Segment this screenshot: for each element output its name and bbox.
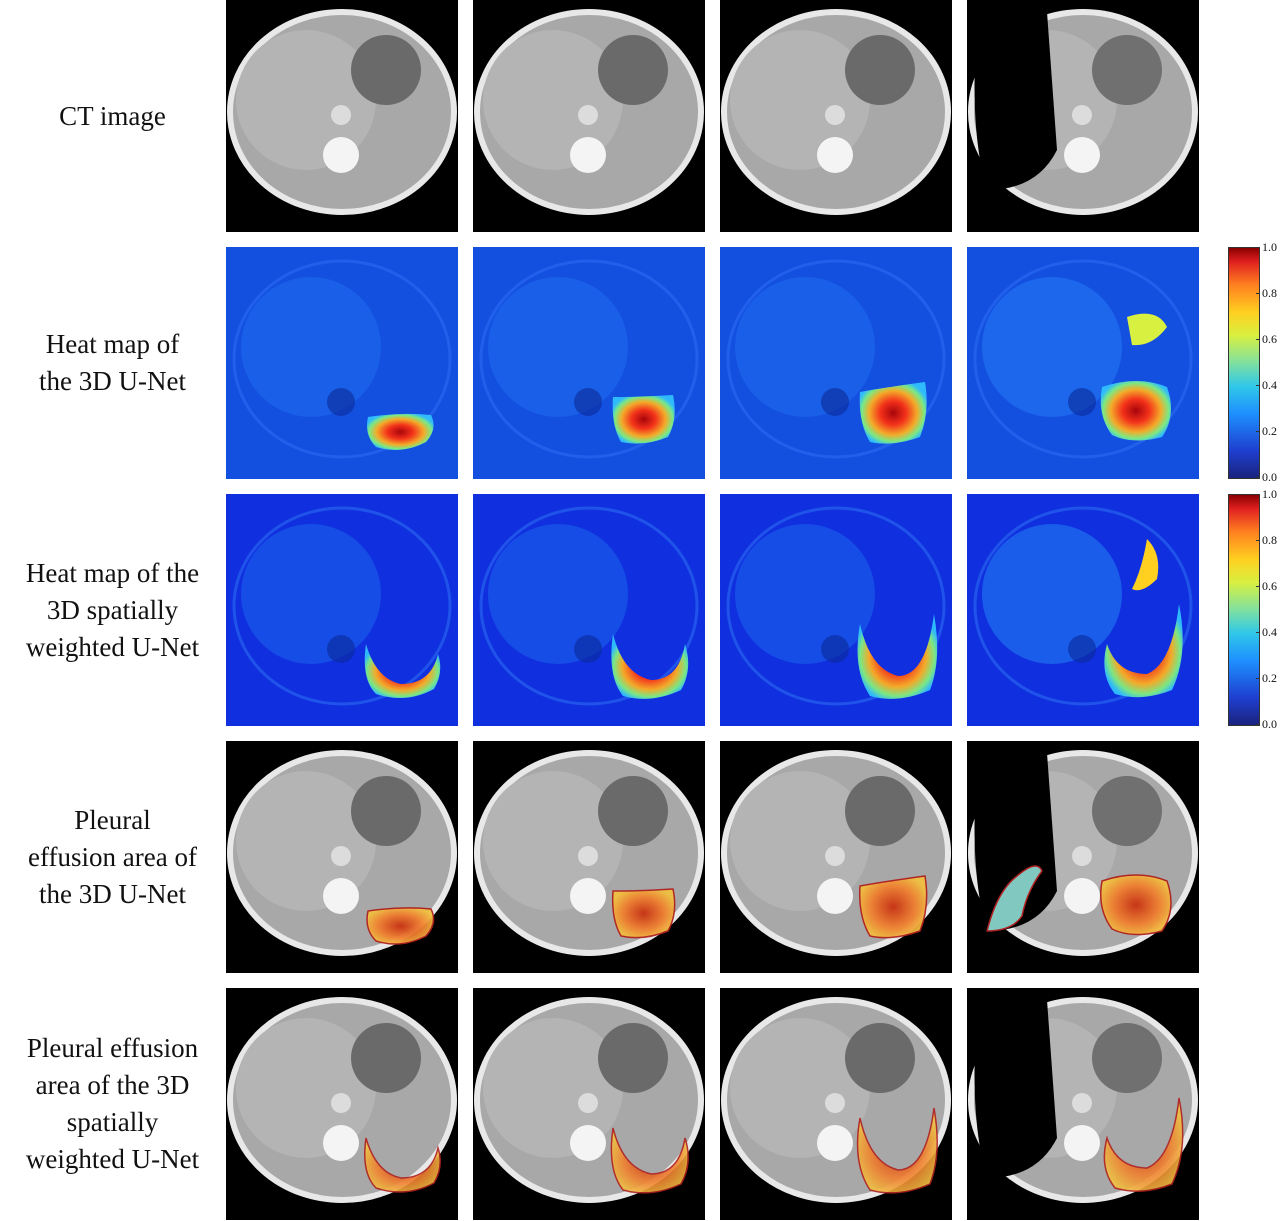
area-swunet-image-2: [473, 988, 705, 1220]
label-line: weighted U-Net: [25, 631, 200, 662]
label-line: effusion area of: [28, 841, 197, 872]
heat-swunet-image-1: [226, 494, 458, 726]
heat-swunet-image-3: [720, 494, 952, 726]
heat-swunet-image-2: [473, 494, 705, 726]
row-label-ct: CT image: [0, 0, 225, 232]
colorbar-tick: 1.0: [1256, 487, 1277, 501]
label-line: Pleural effusion: [26, 1033, 199, 1063]
area-unet-image-4: [967, 741, 1199, 973]
colorbar-tick: 0.8: [1256, 286, 1277, 300]
label-line: Heat map of the: [25, 557, 200, 588]
area-swunet-image-3: [720, 988, 952, 1220]
colorbar-gradient: [1228, 247, 1260, 479]
row-label-heat-swunet: Heat map of the 3D spatially weighted U-…: [0, 494, 225, 726]
area-swunet-image-1: [226, 988, 458, 1220]
colorbar-tick: 0.0: [1256, 470, 1277, 484]
label-line: area of the 3D: [35, 1070, 190, 1100]
ct-image-2: [473, 0, 705, 232]
colorbar-tick: 0.2: [1256, 424, 1277, 438]
heat-unet-image-1: [226, 247, 458, 479]
colorbar-gradient: [1228, 494, 1260, 726]
colorbar-tick: 0.4: [1256, 378, 1277, 392]
row-label-heat-unet: Heat map of the 3D U-Net: [0, 247, 225, 479]
label-line: Heat map of: [45, 329, 180, 359]
colorbar-tick: 1.0: [1256, 240, 1277, 254]
heat-unet-image-2: [473, 247, 705, 479]
label-line: 3D spatially: [46, 594, 179, 625]
label-line: Pleural: [74, 804, 151, 835]
ct-image-1: [226, 0, 458, 232]
label-line: the 3D U-Net: [39, 878, 186, 909]
heat-unet-image-4: [967, 247, 1199, 479]
area-unet-image-2: [473, 741, 705, 973]
row-label-area-swunet: Pleural effusion area of the 3D spatiall…: [0, 988, 225, 1220]
label-line: spatially: [66, 1107, 159, 1137]
ct-image-4: [967, 0, 1199, 232]
ct-image-3: [720, 0, 952, 232]
colorbar-tick: 0.8: [1256, 533, 1277, 547]
heat-swunet-image-4: [967, 494, 1199, 726]
area-unet-image-3: [720, 741, 952, 973]
heat-unet-image-3: [720, 247, 952, 479]
row-label-area-unet: Pleural effusion area of the 3D U-Net: [0, 741, 225, 973]
area-unet-image-1: [226, 741, 458, 973]
label-line: the 3D U-Net: [39, 366, 186, 396]
label-line: CT image: [59, 100, 166, 131]
colorbar-tick: 0.2: [1256, 671, 1277, 685]
colorbar-tick: 0.6: [1256, 579, 1277, 593]
label-line: weighted U-Net: [25, 1144, 200, 1174]
colorbar-tick: 0.4: [1256, 625, 1277, 639]
colorbar-tick: 0.6: [1256, 332, 1277, 346]
area-swunet-image-4: [967, 988, 1199, 1220]
colorbar-tick: 0.0: [1256, 717, 1277, 731]
